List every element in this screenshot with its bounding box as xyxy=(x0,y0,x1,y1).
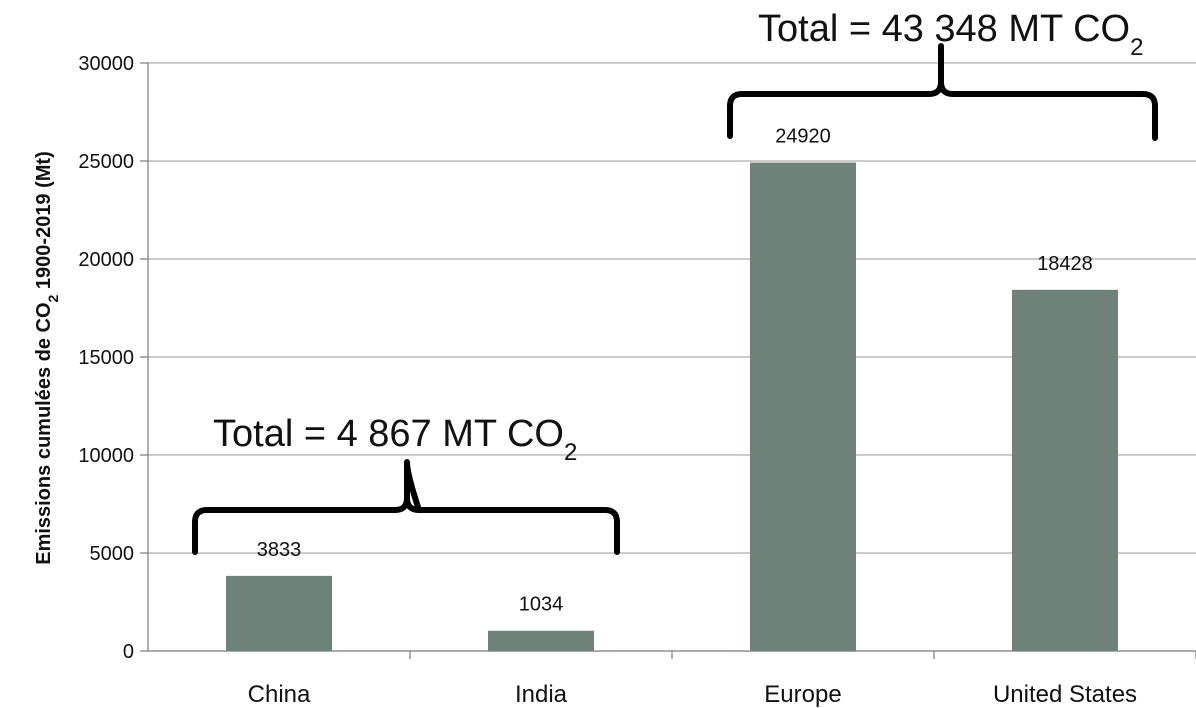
brace-europe-us xyxy=(727,43,1158,141)
y-tick-label: 0 xyxy=(123,641,134,663)
data-label: 3833 xyxy=(257,539,302,561)
annotation-total-china-india-subscript: 2 xyxy=(564,439,577,466)
y-tick-label: 5000 xyxy=(90,543,135,565)
annotation-total-china-india: Total = 4 867 MT CO2 xyxy=(213,413,577,466)
data-label: 1034 xyxy=(519,594,564,616)
bar-china xyxy=(226,575,332,651)
annotation-total-europe-us-subscript: 2 xyxy=(1130,34,1143,61)
x-tick-label: China xyxy=(248,681,311,708)
bar-united-states xyxy=(1012,289,1118,651)
x-tick-label: India xyxy=(515,681,568,708)
bars xyxy=(226,162,1118,651)
y-tick-label: 10000 xyxy=(78,445,134,467)
y-axis-label-part2: 1900-2019 (Mt) xyxy=(33,151,55,294)
y-axis-label-subscript: 2 xyxy=(45,294,61,302)
x-tick-label: Europe xyxy=(764,681,841,708)
y-axis-label: Emissions cumulées de CO2 1900-2019 (Mt) xyxy=(33,151,61,565)
bar-india xyxy=(488,630,594,651)
annotations: Total = 4 867 MT CO2 Total = 43 348 MT C… xyxy=(192,8,1158,555)
annotation-total-europe-us-text: Total = 43 348 MT CO xyxy=(758,8,1130,50)
y-axis-label-part1: Emissions cumulées de CO xyxy=(33,302,55,564)
annotation-total-europe-us: Total = 43 348 MT CO2 xyxy=(758,8,1143,61)
y-tick-label: 30000 xyxy=(78,53,134,75)
annotation-total-china-india-text: Total = 4 867 MT CO xyxy=(213,413,564,455)
bar-europe xyxy=(750,162,856,651)
data-label: 24920 xyxy=(775,126,831,148)
data-label: 18428 xyxy=(1037,253,1093,275)
labels: 0 5000 10000 15000 20000 25000 30000 3833 China 1… xyxy=(78,53,1137,708)
brace-china-india xyxy=(192,459,620,555)
y-tick-label: 15000 xyxy=(78,347,134,369)
y-tick-label: 25000 xyxy=(78,151,134,173)
x-tick-label: United States xyxy=(993,681,1137,708)
y-tick-label: 20000 xyxy=(78,249,134,271)
